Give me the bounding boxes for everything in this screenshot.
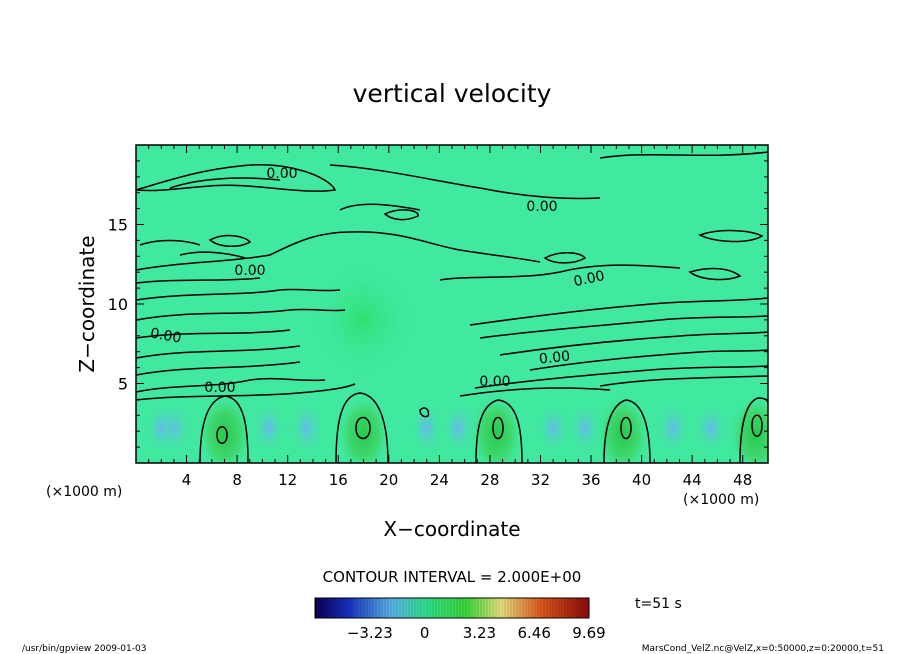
x-tick-label: 24 [430, 471, 449, 489]
colorbar-stripes [315, 599, 584, 617]
y-tick-label: 15 [108, 216, 128, 235]
x-tick-label: 36 [581, 471, 600, 489]
colorbar-ticks: −3.23 0 3.23 6.46 9.69 [347, 624, 606, 642]
colorbar [314, 597, 590, 619]
x-axis: 4 8 12 16 20 24 28 32 36 40 44 48 [148, 145, 756, 489]
x-tick-label: 40 [632, 471, 651, 489]
contour-label: 0.00 [479, 374, 510, 390]
colorbar-tick-label: 0 [420, 624, 430, 642]
downdraft-patch [410, 402, 443, 455]
downdraft-patch [252, 402, 285, 455]
contour-label: 0.00 [266, 166, 297, 182]
y-tick-label: 10 [108, 295, 128, 314]
downdraft-patch [568, 402, 601, 455]
x-tick-label: 16 [329, 471, 348, 489]
colorbar-tick-label: 9.69 [572, 624, 605, 642]
x-unit-right: (×1000 m) [683, 492, 759, 508]
time-label: t=51 s [635, 596, 682, 612]
x-tick-label: 28 [480, 471, 499, 489]
contour-label: 0.00 [204, 380, 235, 396]
x-tick-label: 12 [278, 471, 297, 489]
downdraft-patch [442, 402, 475, 455]
x-tick-label: 20 [379, 471, 398, 489]
contour-lines [136, 151, 768, 463]
contour-label: 0.00 [234, 263, 265, 279]
x-unit-left: (×1000 m) [46, 484, 122, 500]
x-tick-label: 4 [182, 471, 192, 489]
contour-labels: 0.00 0.00 0.00 0.00 0.00 0.00 0.00 0.00 [149, 166, 606, 396]
y-tick-label: 5 [118, 375, 128, 394]
contour-label: 0.00 [526, 199, 557, 215]
x-tick-label: 32 [531, 471, 550, 489]
contour-label: 0.00 [538, 348, 571, 367]
downdraft-patch [537, 402, 570, 455]
y-axis-label: Z−coordinate [75, 235, 99, 372]
velocity-field [145, 259, 768, 463]
footer-left: /usr/bin/gpview 2009-01-03 [22, 644, 146, 654]
updraft-dome [308, 259, 419, 380]
updraft-core [337, 394, 390, 463]
contour-label: 0.00 [572, 268, 606, 290]
chart-title: vertical velocity [353, 79, 552, 108]
footer-right: MarsCond_VelZ.nc@VelZ,x=0:50000,z=0:2000… [642, 644, 884, 654]
x-axis-label: X−coordinate [383, 517, 520, 541]
x-tick-label: 8 [232, 471, 242, 489]
x-tick-label: 48 [733, 471, 752, 489]
colorbar-tick-label: 3.23 [463, 624, 496, 642]
x-tick-label: 44 [683, 471, 702, 489]
updraft-core [470, 394, 523, 463]
updraft-core [729, 394, 768, 463]
y-axis: 5 10 15 [108, 160, 768, 448]
contour-interval: CONTOUR INTERVAL = 2.000E+00 [323, 568, 582, 586]
downdraft-patch [145, 402, 178, 455]
updraft-core [596, 394, 649, 463]
downdraft-patch [695, 402, 728, 455]
contour-label: 0.00 [149, 325, 182, 346]
colorbar-tick-label: 6.46 [517, 624, 550, 642]
downdraft-patch [290, 402, 323, 455]
colorbar-tick-label: −3.23 [347, 624, 393, 642]
downdraft-patch [657, 402, 690, 455]
